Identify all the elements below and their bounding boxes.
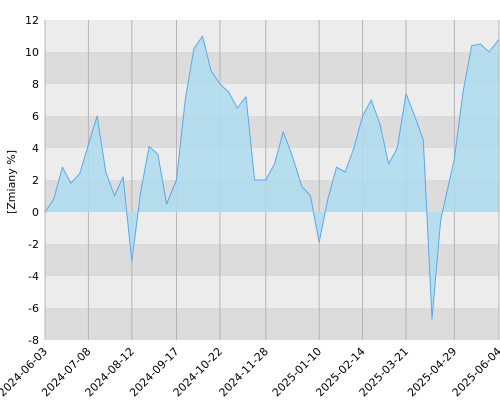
- y-tick-label: -6: [28, 302, 39, 315]
- background-band: [45, 116, 499, 148]
- x-tick-label: 2024-11-28: [217, 345, 271, 399]
- background-band: [45, 308, 499, 340]
- y-tick-label: -8: [28, 334, 39, 347]
- series-line: [44, 35, 500, 320]
- background-band: [45, 84, 499, 116]
- y-axis-tick-labels: -8 -6 -4 -2 0 2 4 6 8 10 12: [25, 14, 39, 347]
- background-band: [45, 52, 499, 84]
- background-band: [45, 244, 499, 276]
- x-axis-tick-labels: 2024-06-032024-07-082024-08-122024-09-17…: [0, 345, 500, 399]
- y-tick-label: -4: [28, 270, 39, 283]
- y-tick-label: 4: [32, 142, 39, 155]
- background-band: [45, 212, 499, 244]
- y-tick-label: 6: [32, 110, 39, 123]
- series-area-fill: [45, 36, 499, 320]
- y-tick-label: -2: [28, 238, 39, 251]
- y-tick-label: 8: [32, 78, 39, 91]
- y-axis-title: [Zmiany %]: [5, 150, 18, 214]
- background-band: [45, 276, 499, 308]
- y-tick-label: 10: [25, 46, 39, 59]
- y-tick-label: 0: [32, 206, 39, 219]
- background-band: [45, 20, 499, 52]
- y-tick-label: 12: [25, 14, 39, 27]
- y-tick-label: 2: [32, 174, 39, 187]
